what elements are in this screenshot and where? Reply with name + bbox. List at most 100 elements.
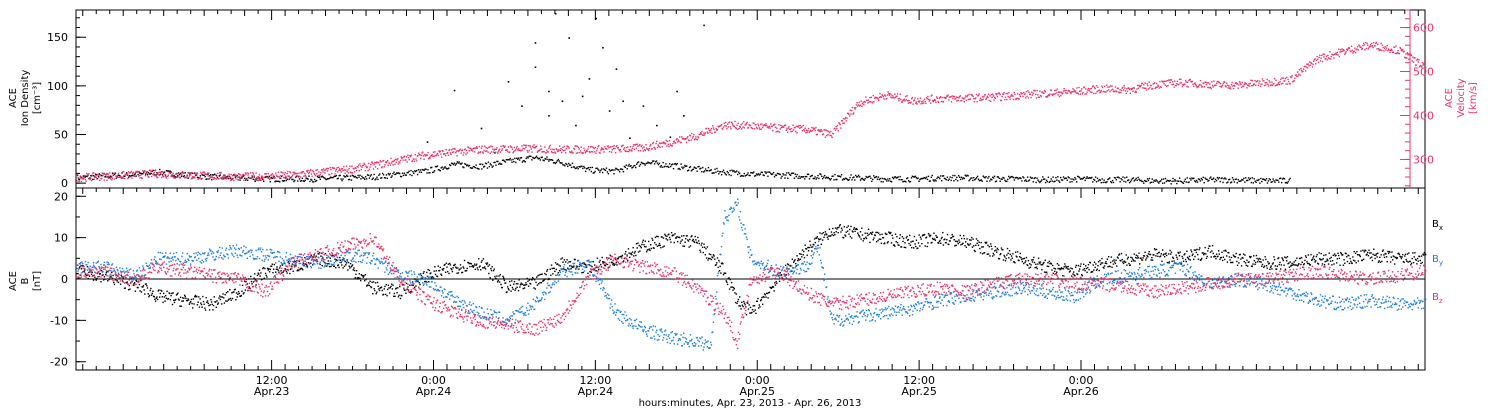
data-point <box>173 299 175 302</box>
data-point <box>140 172 142 174</box>
data-point <box>864 178 866 180</box>
data-point <box>845 120 848 122</box>
data-point <box>200 172 203 175</box>
data-point <box>526 277 528 280</box>
data-point <box>898 178 900 181</box>
data-point <box>1394 52 1397 55</box>
data-point <box>1375 41 1378 44</box>
data-point <box>1105 84 1108 86</box>
data-point <box>979 179 982 182</box>
data-point <box>891 97 893 99</box>
data-point <box>226 176 228 178</box>
data-point <box>1087 87 1090 90</box>
data-point <box>820 243 823 245</box>
data-point <box>1098 178 1101 181</box>
data-point <box>517 283 519 285</box>
data-point <box>470 149 472 152</box>
data-point <box>397 296 400 298</box>
data-point <box>1181 85 1183 88</box>
data-point <box>630 149 632 151</box>
data-point <box>1180 180 1183 183</box>
data-point <box>1402 49 1404 51</box>
density-outlier <box>534 42 537 44</box>
data-point <box>962 177 965 179</box>
data-point <box>255 179 257 181</box>
data-point <box>862 178 865 181</box>
data-point <box>673 163 676 165</box>
data-point <box>769 127 771 129</box>
data-point <box>367 284 369 286</box>
data-point <box>863 237 866 240</box>
data-point <box>1197 178 1200 180</box>
density-outlier <box>426 141 429 143</box>
data-point <box>265 274 267 277</box>
data-point <box>1024 180 1026 182</box>
data-point <box>297 269 299 271</box>
data-point <box>300 179 303 182</box>
data-point <box>1294 77 1296 79</box>
data-point <box>959 95 961 97</box>
data-point <box>853 227 856 229</box>
data-point <box>171 175 174 178</box>
data-point <box>699 168 701 170</box>
data-point <box>769 171 771 174</box>
data-point <box>1185 81 1187 83</box>
data-point <box>1058 180 1060 182</box>
data-point <box>1315 59 1318 62</box>
data-point <box>854 108 856 110</box>
data-point <box>395 287 398 289</box>
data-point <box>471 148 473 150</box>
data-point <box>926 98 928 100</box>
data-point <box>872 239 874 241</box>
data-point <box>778 131 781 133</box>
data-point <box>599 259 601 262</box>
data-point <box>934 239 937 242</box>
data-point <box>1354 47 1356 49</box>
data-point <box>1100 181 1102 184</box>
data-point <box>1060 91 1063 93</box>
data-point <box>149 169 151 171</box>
data-point <box>380 286 383 288</box>
data-point <box>376 168 379 170</box>
data-point <box>968 179 970 182</box>
data-point <box>183 297 185 299</box>
data-point <box>167 175 169 177</box>
data-point <box>355 269 358 272</box>
data-point <box>383 288 385 290</box>
data-point <box>667 143 669 146</box>
data-point <box>981 99 983 101</box>
data-point <box>559 161 561 164</box>
data-point <box>194 172 196 174</box>
data-point <box>1267 85 1270 87</box>
velocity-tick-label: 400 <box>1413 109 1434 122</box>
data-point <box>802 124 804 127</box>
data-point <box>966 174 968 177</box>
data-point <box>974 179 976 181</box>
data-point <box>1019 177 1021 179</box>
data-point <box>169 171 171 174</box>
data-point <box>1345 51 1347 53</box>
data-point <box>291 265 293 268</box>
data-point <box>85 180 87 182</box>
data-point <box>791 130 794 133</box>
data-point <box>405 282 408 285</box>
data-point <box>148 173 151 175</box>
data-point <box>358 169 361 172</box>
data-point <box>577 152 579 154</box>
data-point <box>359 163 361 165</box>
data-point <box>774 123 776 125</box>
data-point <box>788 173 791 176</box>
data-point <box>521 161 524 163</box>
data-point <box>1381 49 1383 52</box>
data-point <box>1142 87 1144 89</box>
data-point <box>1367 48 1370 50</box>
data-point <box>293 173 295 175</box>
data-point <box>1052 94 1054 97</box>
data-point <box>403 156 405 158</box>
data-point <box>136 280 138 282</box>
data-point <box>701 242 703 244</box>
data-point <box>438 150 440 152</box>
data-point <box>170 294 172 297</box>
data-point <box>156 298 159 301</box>
data-point <box>469 265 471 268</box>
